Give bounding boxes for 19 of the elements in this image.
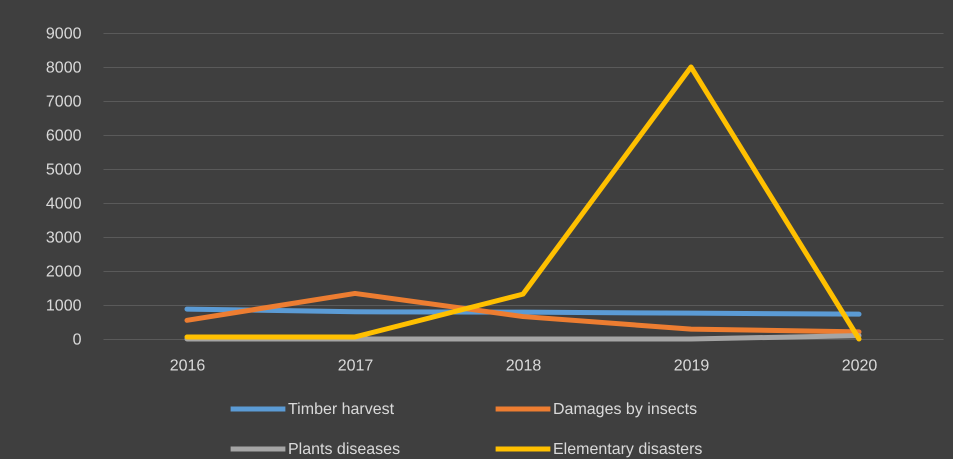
y-tick-label: 1000 bbox=[46, 298, 82, 314]
y-tick-label: 5000 bbox=[46, 162, 82, 178]
y-tick-label: 3000 bbox=[46, 230, 82, 246]
y-tick-label: 6000 bbox=[46, 128, 82, 144]
y-tick-label: 7000 bbox=[46, 94, 82, 110]
legend-label: Elementary disasters bbox=[553, 441, 702, 458]
x-tick-label: 2018 bbox=[506, 358, 542, 374]
y-tick-label: 0 bbox=[72, 332, 82, 348]
y-tick-label: 2000 bbox=[46, 264, 82, 280]
y-tick-label: 8000 bbox=[46, 60, 82, 76]
y-tick-label: 4000 bbox=[46, 196, 82, 212]
x-tick-label: 2017 bbox=[338, 358, 374, 374]
legend-label: Plants diseases bbox=[288, 441, 400, 458]
y-tick-label: 9000 bbox=[46, 26, 82, 42]
legend-label: Damages by insects bbox=[553, 401, 698, 418]
x-tick-label: 2016 bbox=[170, 358, 206, 374]
x-tick-label: 2019 bbox=[674, 358, 710, 374]
x-tick-label: 2020 bbox=[842, 358, 878, 374]
legend-label: Timber harvest bbox=[288, 401, 395, 418]
